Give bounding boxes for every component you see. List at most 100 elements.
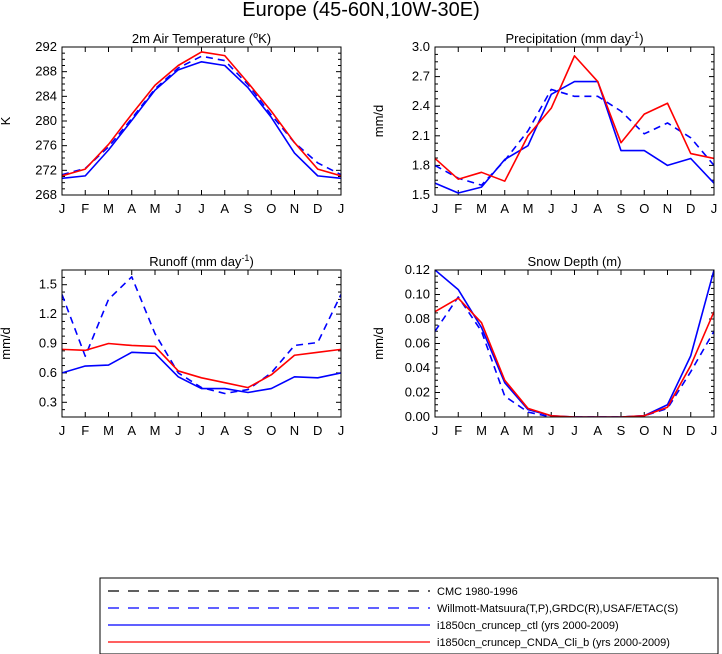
y-tick-label: 0.06 bbox=[405, 336, 430, 351]
x-tick-label: M bbox=[476, 423, 487, 438]
legend-label: i1850cn_cruncep_CNDA_Cli_b (yrs 2000-200… bbox=[437, 637, 670, 649]
y-tick-label: 1.5 bbox=[39, 277, 57, 292]
x-tick-label: O bbox=[639, 423, 649, 438]
x-tick-label: J bbox=[571, 423, 578, 438]
chart-panel: Precipitation (mm day-1) mm/d 1.5 1.8 2.1 2.4… bbox=[371, 30, 717, 216]
y-tick-label: 288 bbox=[35, 64, 57, 79]
x-tick-label: O bbox=[266, 423, 276, 438]
x-tick-label: D bbox=[686, 201, 695, 216]
x-tick-label: J bbox=[432, 423, 439, 438]
y-tick-label: 268 bbox=[35, 187, 57, 202]
series-line bbox=[435, 55, 714, 182]
x-tick-label: N bbox=[663, 423, 672, 438]
series-line bbox=[62, 276, 341, 395]
plot-frame bbox=[61, 269, 342, 418]
x-tick-label: J bbox=[175, 201, 182, 216]
figure-title: Europe (45-60N,10W-30E) bbox=[242, 0, 480, 21]
panel-title: 2m Air Temperature (oK) bbox=[132, 30, 271, 46]
x-tick-label: O bbox=[639, 201, 649, 216]
x-tick-label: A bbox=[127, 423, 136, 438]
y-tick-label: 0.08 bbox=[405, 311, 430, 326]
x-tick-label: A bbox=[127, 201, 136, 216]
y-tick-label: 0.6 bbox=[39, 365, 57, 380]
y-tick-label: 276 bbox=[35, 138, 57, 153]
x-tick-label: M bbox=[103, 201, 114, 216]
x-tick-label: N bbox=[290, 201, 299, 216]
y-tick-label: 2.7 bbox=[412, 69, 430, 84]
panel-title: Runoff (mm day-1) bbox=[149, 253, 254, 269]
chart-panel: Runoff (mm day-1)mm/d0.30.60.91.21.5J F M A… bbox=[0, 253, 344, 438]
x-tick-label: M bbox=[476, 201, 487, 216]
y-tick-label: 2.4 bbox=[412, 98, 430, 113]
y-tick-label: 292 bbox=[35, 39, 57, 54]
panel-title-superscript: -1 bbox=[631, 30, 639, 40]
y-tick-label: 0.3 bbox=[39, 394, 57, 409]
x-tick-label: A bbox=[220, 201, 229, 216]
x-tick-label: M bbox=[523, 423, 534, 438]
y-tick-label: 1.2 bbox=[39, 306, 57, 321]
x-tick-label: S bbox=[244, 201, 253, 216]
y-tick-label: 3.0 bbox=[412, 39, 430, 54]
x-tick-label: F bbox=[454, 423, 462, 438]
x-tick-label: O bbox=[266, 201, 276, 216]
panel-title-superscript: o bbox=[253, 30, 258, 40]
x-tick-label: S bbox=[617, 423, 626, 438]
x-tick-label: J bbox=[711, 201, 718, 216]
x-tick-label: J bbox=[338, 201, 345, 216]
legend-label: CMC 1980-1996 bbox=[437, 586, 518, 598]
series-line bbox=[62, 351, 341, 394]
legend-label: Willmott-Matsuura(T,P),GRDC(R),USAF/ETAC… bbox=[437, 603, 678, 615]
x-tick-label: M bbox=[103, 423, 114, 438]
x-tick-label: S bbox=[244, 423, 253, 438]
x-tick-label: M bbox=[523, 201, 534, 216]
panel-title: Snow Depth (m) bbox=[528, 254, 622, 269]
x-tick-label: J bbox=[175, 423, 182, 438]
panel-title: Precipitation (mm day-1) bbox=[505, 30, 643, 46]
x-tick-label: F bbox=[81, 423, 89, 438]
series-line bbox=[62, 342, 341, 389]
series-line bbox=[435, 88, 714, 186]
y-tick-label: 0.12 bbox=[405, 262, 430, 277]
x-tick-label: J bbox=[548, 201, 555, 216]
y-axis-label: mm/d bbox=[0, 327, 13, 360]
x-tick-label: A bbox=[593, 423, 602, 438]
x-tick-label: S bbox=[617, 201, 626, 216]
x-tick-label: J bbox=[548, 423, 555, 438]
y-tick-label: 0.10 bbox=[405, 287, 430, 302]
x-tick-label: M bbox=[150, 423, 161, 438]
chart-panel: Snow Depth (m) mm/d 0.00 0.02 0.04 0.06 0.08 0.… bbox=[371, 254, 717, 438]
x-tick-label: J bbox=[338, 423, 345, 438]
y-tick-label: 1.5 bbox=[412, 187, 430, 202]
chart-panels: 2m Air Temperature (oK) K 268 272 276 280 284 2… bbox=[0, 30, 717, 438]
x-tick-label: A bbox=[593, 201, 602, 216]
legend-label: i1850cn_cruncep_ctl (yrs 2000-2009) bbox=[437, 620, 619, 632]
x-tick-label: J bbox=[711, 423, 718, 438]
y-tick-label: 0.9 bbox=[39, 336, 57, 351]
series-line bbox=[62, 60, 341, 180]
y-tick-label: 1.8 bbox=[412, 157, 430, 172]
x-tick-label: N bbox=[290, 423, 299, 438]
x-tick-label: D bbox=[313, 201, 322, 216]
x-tick-label: N bbox=[663, 201, 672, 216]
plot-frame bbox=[434, 46, 715, 196]
series-line bbox=[435, 270, 714, 417]
x-tick-label: F bbox=[81, 201, 89, 216]
y-tick-label: 0.00 bbox=[405, 409, 430, 424]
series-line bbox=[435, 80, 714, 194]
y-tick-label: 2.1 bbox=[412, 128, 430, 143]
plot-frame bbox=[434, 269, 715, 418]
series-line bbox=[435, 297, 714, 417]
chart-panel: 2m Air Temperature (oK) K 268 272 276 280 284 2… bbox=[0, 30, 344, 216]
x-tick-label: M bbox=[150, 201, 161, 216]
y-tick-label: 284 bbox=[35, 88, 57, 103]
x-tick-label: D bbox=[313, 423, 322, 438]
x-tick-label: A bbox=[500, 423, 509, 438]
y-tick-label: 272 bbox=[35, 162, 57, 177]
plot-frame bbox=[61, 46, 342, 196]
x-tick-label: D bbox=[686, 423, 695, 438]
y-tick-label: 0.02 bbox=[405, 385, 430, 400]
x-tick-label: F bbox=[454, 201, 462, 216]
x-tick-label: J bbox=[59, 201, 66, 216]
legend: CMC 1980-1996 Willmott-Matsuura(T,P),GRDC… bbox=[99, 577, 719, 654]
